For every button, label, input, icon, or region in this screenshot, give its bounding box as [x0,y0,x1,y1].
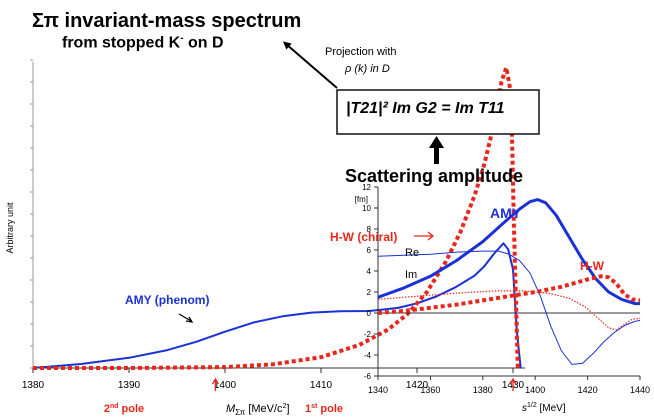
projection-line2: ρ (k) in D [345,63,390,75]
right-y-tick-label: 6 [367,246,372,255]
left-x-tick-label: 1400 [214,380,237,391]
main-title-line2: from stopped K- on D [62,33,224,52]
left-xlabel-units-end: ] [286,403,289,415]
right-label-re: Re [405,247,419,259]
right-xlabel-s: s [522,403,527,414]
pole-second-label: 2nd pole [104,403,144,415]
left-amy-pointer-head [185,316,194,323]
projection-line1: Projection with [325,46,397,58]
pole-first-tail: pole [317,403,343,415]
right-series-hw-im [377,274,641,315]
left-amy-pointer [178,313,192,322]
right-y-tick-label: -6 [364,372,372,381]
right-label-im: Im [405,269,417,281]
formula-text: |T21|² Im G2 = Im T11 [346,100,505,117]
right-x-tick-label: 1400 [525,385,545,395]
right-x-axis-label: s1/2 [MeV] [522,402,566,414]
left-label-amy: AMY (phenom) [125,293,209,307]
scattering-amplitude-label: Scattering amplitude [345,166,524,186]
right-y-tick-label: 2 [367,288,372,297]
left-x-tick-label: 1390 [118,380,141,391]
right-y-tick-label: 4 [367,267,372,276]
right-series-hw-re [377,290,641,331]
scattering-arrow-head [429,136,444,148]
overlay [282,41,540,164]
left-xlabel-sub: Σπ [235,408,246,417]
left-xlabel-m: M [226,403,236,415]
right-series-amy-re [377,250,641,365]
right-xlabel-sup: 1/2 [527,402,537,409]
right-x-tick-label: 1380 [473,385,493,395]
projection-arrow [282,41,338,89]
left-x-tick-label: 1380 [22,380,45,391]
right-series-amy-im [377,198,640,306]
pole-first-label: 1st pole [305,403,343,415]
left-series-hw-line [33,65,520,370]
left-hw-pointer-head [427,231,435,241]
right-xlabel-units: [MeV] [537,403,566,414]
left-series-amy-line [32,242,522,369]
title-line2-sup: - [180,33,184,44]
right-label-amy: AMY [490,205,522,221]
pole-second-arrow-head [211,377,219,385]
right-y-tick-label: 8 [367,225,372,234]
right-x-tick-label: 1340 [368,385,388,395]
right-label-hw: H-W [580,259,605,273]
left-label-hw: H-W (chiral) [330,230,397,244]
right-y-tick-label: -2 [364,330,372,339]
right-x-tick-label: 1360 [420,385,440,395]
pole-second-base: 2 [104,403,110,415]
right-y-tick-label: 10 [362,204,371,213]
left-x-tick-label: 1420 [406,380,429,391]
left-x-tick-label: 1410 [310,380,333,391]
pole-second-sup: nd [110,403,119,410]
right-chart: 12 10 8 6 4 2 0 -2 -4 -6 [fm] 1340 1360 1380 1400 1420 1… [355,183,650,414]
right-y-tick-label: 0 [367,309,372,318]
pole-first-base: 1 [305,403,311,415]
formula-box [336,89,540,135]
left-x-axis-label: MΣπ [MeV/c2] [226,403,290,417]
title-line2-text: from stopped K [62,34,181,52]
right-y-axis-label: [fm] [355,195,368,204]
right-y-tick-label: -4 [364,351,372,360]
pole-first-arrow-head [509,377,517,385]
left-xlabel-units-sup: 2 [283,403,287,410]
left-xlabel-units: [MeV/c [245,403,283,415]
pole-second-tail: pole [119,403,145,415]
left-y-axis-label: Arbitrary unit [5,202,15,254]
right-x-tick-label: 1420 [578,385,598,395]
right-x-tick-label: 1440 [630,385,650,395]
pole-first-sup: st [311,403,318,410]
main-title-line1: Σπ invariant-mass spectrum [32,10,302,32]
scattering-arrow-shaft [434,146,439,164]
title-line2-tail: on D [183,34,224,52]
right-y-tick-label: 12 [362,183,371,192]
